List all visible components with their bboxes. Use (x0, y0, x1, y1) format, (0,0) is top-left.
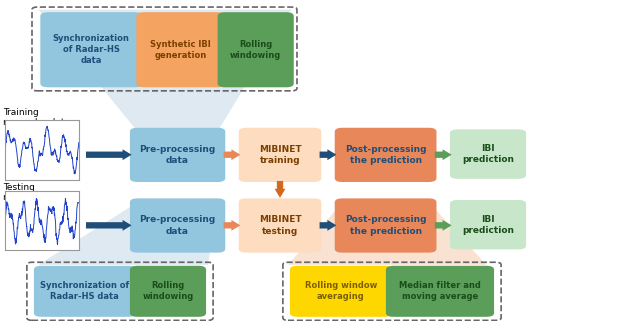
Text: Synthetic IBI
generation: Synthetic IBI generation (150, 40, 211, 60)
FancyBboxPatch shape (335, 128, 436, 182)
FancyBboxPatch shape (290, 266, 392, 317)
Text: Training
raw radar data: Training raw radar data (3, 108, 70, 127)
Text: Rolling window
averaging: Rolling window averaging (305, 281, 377, 301)
FancyBboxPatch shape (450, 129, 526, 179)
FancyBboxPatch shape (130, 198, 225, 253)
Text: Synchronization
of Radar-HS
data: Synchronization of Radar-HS data (52, 34, 130, 65)
FancyBboxPatch shape (239, 128, 321, 182)
Polygon shape (38, 10, 291, 132)
FancyBboxPatch shape (386, 266, 494, 317)
Text: IBI
prediction: IBI prediction (462, 215, 514, 235)
Text: Median filter and
moving average: Median filter and moving average (399, 281, 481, 301)
Polygon shape (38, 202, 218, 265)
Text: Pre-processing
data: Pre-processing data (140, 215, 216, 236)
Polygon shape (288, 202, 486, 265)
Text: IBI
prediction: IBI prediction (462, 144, 514, 164)
Text: Testing
raw radar data: Testing raw radar data (3, 183, 70, 202)
FancyBboxPatch shape (450, 200, 526, 249)
Text: Rolling
windowing: Rolling windowing (230, 40, 282, 60)
Text: Post-processing
the prediction: Post-processing the prediction (345, 215, 426, 236)
Text: MIBINET
training: MIBINET training (259, 145, 301, 165)
Text: Post-processing
the prediction: Post-processing the prediction (345, 145, 426, 165)
Text: MIBINET
testing: MIBINET testing (259, 215, 301, 236)
FancyBboxPatch shape (136, 12, 225, 87)
FancyBboxPatch shape (335, 198, 436, 253)
Text: Pre-processing
data: Pre-processing data (140, 145, 216, 165)
FancyBboxPatch shape (218, 12, 294, 87)
FancyBboxPatch shape (34, 266, 136, 317)
FancyBboxPatch shape (40, 12, 142, 87)
FancyBboxPatch shape (130, 266, 206, 317)
FancyBboxPatch shape (130, 128, 225, 182)
Text: Rolling
windowing: Rolling windowing (142, 281, 194, 301)
Text: Synchronization of
Radar-HS data: Synchronization of Radar-HS data (40, 281, 129, 301)
FancyBboxPatch shape (239, 198, 321, 253)
